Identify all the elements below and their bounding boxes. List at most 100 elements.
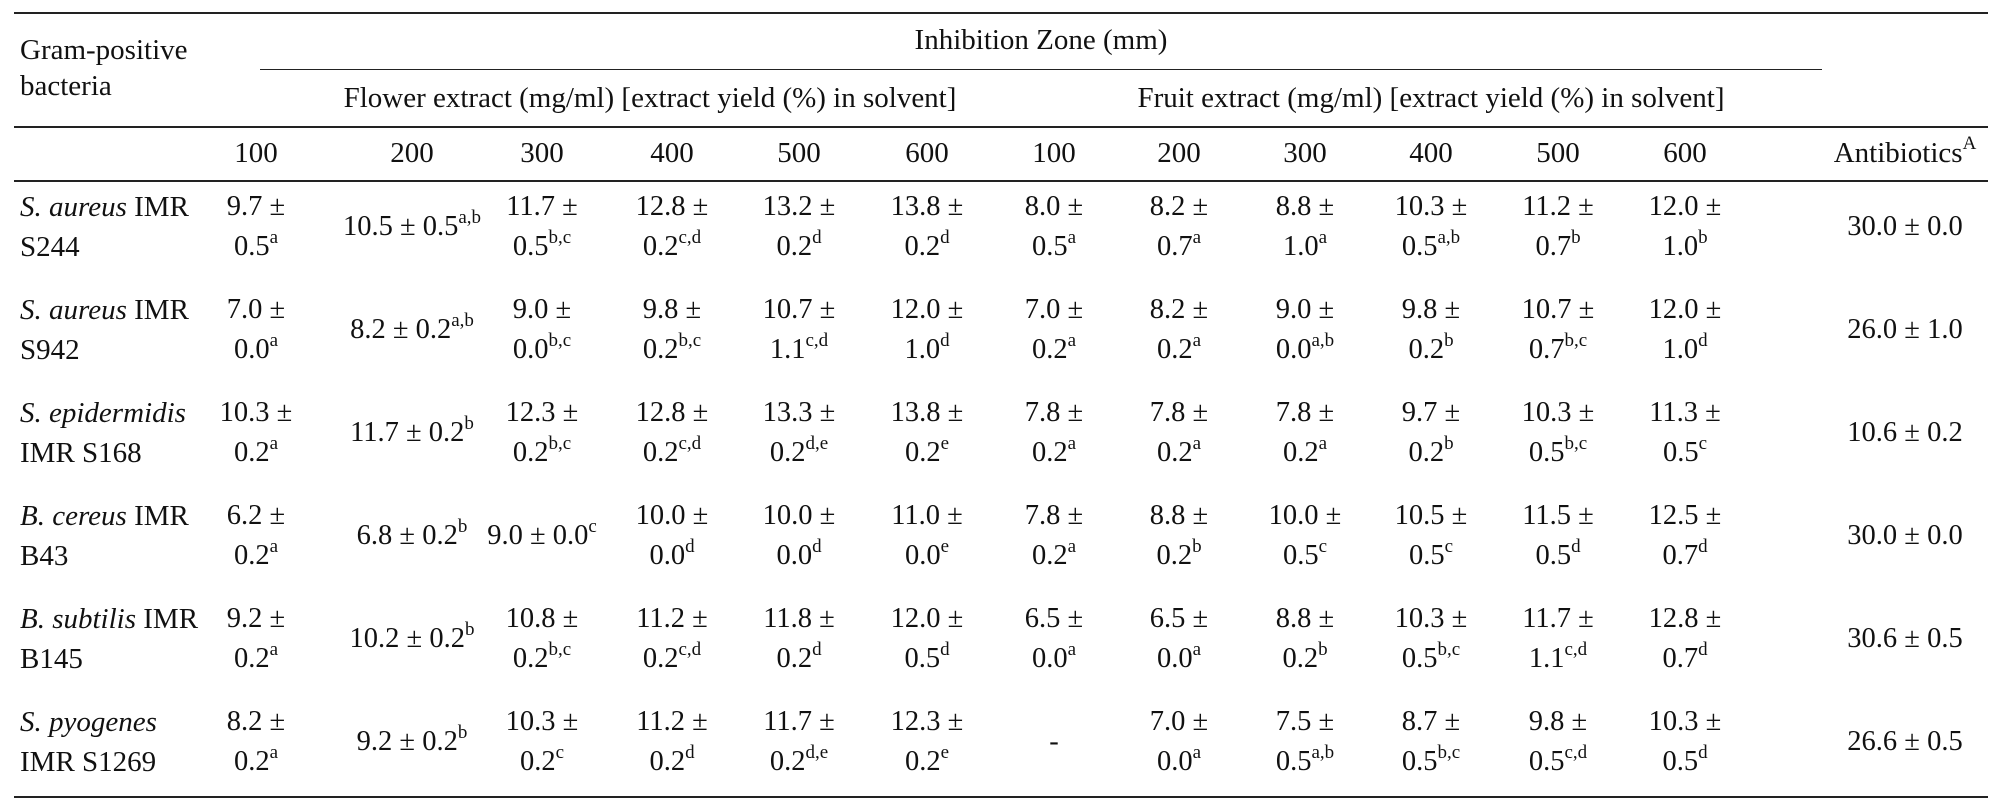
table-cell: 8.8 ± 0.2b	[1240, 599, 1370, 679]
cell-mean: 10.3 ±	[1521, 397, 1595, 428]
significance-letter: d	[1698, 329, 1708, 351]
bottom-rule	[14, 796, 1988, 798]
cell-sd: 0.2e	[862, 742, 992, 782]
species-name: B. subtilis	[20, 603, 137, 635]
significance-letter: a	[1067, 329, 1077, 351]
group-header-rule	[260, 69, 1822, 70]
significance-letter: c	[588, 515, 597, 537]
cell-sd-value: 1.0	[1662, 334, 1699, 365]
cell-value: 11.7 ± 0.2	[350, 417, 465, 448]
table-cell: 10.0 ± 0.5c	[1240, 496, 1370, 576]
cell-value: 8.2 ± 0.2	[350, 314, 452, 345]
cell-mean: 13.8 ±	[890, 397, 964, 428]
significance-letter: d	[812, 226, 822, 248]
cell-mean: 10.3 ±	[505, 706, 579, 737]
table-cell: 11.2 ± 0.2d	[607, 702, 737, 782]
concentration-header-flower-300: 300	[520, 137, 564, 169]
significance-letter: b	[464, 618, 475, 640]
significance-letter: d	[685, 535, 695, 557]
cell-mean: 11.7 ±	[506, 191, 578, 222]
table-cell: 12.8 ± 0.2c,d	[607, 393, 737, 473]
cell-mean: 10.3 ±	[1394, 191, 1468, 222]
cell-sd-value: 0.0	[1156, 746, 1193, 777]
significance-letter: d	[685, 741, 695, 763]
cell-mean: 9.7 ±	[226, 191, 286, 222]
significance-letter: d,e	[805, 741, 829, 763]
significance-letter: b	[1318, 638, 1328, 660]
cell-mean: 10.5 ±	[1394, 500, 1468, 531]
cell-sd: 1.0d	[862, 330, 992, 370]
cell-sd: 0.0a	[191, 330, 321, 370]
antibiotics-label: Antibiotics	[1833, 137, 1963, 169]
table-cell: 7.8 ± 0.2a	[989, 496, 1119, 576]
row-label-strain: S244	[20, 231, 80, 263]
cell-mean: 9.8 ±	[1401, 294, 1461, 325]
cell-sd-value: 0.2	[776, 231, 813, 262]
top-rule	[14, 12, 1988, 14]
significance-letter: d	[1571, 535, 1581, 557]
cell-sd-value: 0.7	[1528, 334, 1565, 365]
row-label-strain: IMR S1269	[20, 746, 157, 778]
cell-value: 9.0 ± 0.0	[487, 520, 589, 551]
cell-mean: 9.0 ±	[1275, 294, 1335, 325]
cell-sd: 0.2a	[1240, 433, 1370, 473]
significance-letter: a	[1192, 741, 1202, 763]
antibiotics-footnote-mark: A	[1962, 133, 1977, 155]
cell-sd-value: 0.7	[1156, 231, 1193, 262]
cell-sd-value: 0.0	[904, 540, 941, 571]
table-cell: 10.0 ± 0.0d	[607, 496, 737, 576]
cell-mean: 11.5 ±	[1522, 500, 1594, 531]
significance-letter: c,d	[1564, 638, 1588, 660]
cell-mean: 9.7 ±	[1401, 397, 1461, 428]
significance-letter: c,d	[678, 226, 702, 248]
cell-sd: 0.5c	[1240, 536, 1370, 576]
strain-prefix: IMR	[126, 191, 189, 223]
cell-sd: 0.0a	[1114, 742, 1244, 782]
concentration-header-flower-500: 500	[777, 137, 821, 169]
significance-letter: a	[269, 329, 279, 351]
cell-value: 6.8 ± 0.2	[356, 520, 458, 551]
cell-sd-value: 0.2	[1282, 437, 1319, 468]
cell-sd: 0.5a,b	[1240, 742, 1370, 782]
significance-letter: a	[1192, 329, 1202, 351]
cell-sd-value: 0.2	[642, 334, 679, 365]
cell-mean: 9.0 ±	[512, 294, 572, 325]
table-cell: 6.5 ± 0.0a	[989, 599, 1119, 679]
concentration-header-fruit-400: 400	[1409, 137, 1453, 169]
cell-sd-value: 0.5	[1528, 437, 1565, 468]
table-cell: 9.8 ± 0.2b	[1366, 290, 1496, 370]
cell-sd: 0.7b,c	[1493, 330, 1623, 370]
cell-mean: 7.8 ±	[1024, 397, 1084, 428]
concentration-header-fruit-200: 200	[1157, 137, 1201, 169]
cell-sd: 0.5c	[1366, 536, 1496, 576]
table-cell: 8.2 ± 0.2a	[1114, 290, 1244, 370]
table-cell: 7.5 ± 0.5a,b	[1240, 702, 1370, 782]
cell-sd-value: 1.0	[904, 334, 941, 365]
cell-mean: 12.0 ±	[890, 603, 964, 634]
significance-letter: b,c	[548, 638, 572, 660]
cell-mean: 12.5 ±	[1648, 500, 1722, 531]
cell-sd-value: 0.2	[904, 746, 941, 777]
cell-sd: 0.2a	[191, 639, 321, 679]
concentration-header-fruit-300: 300	[1283, 137, 1327, 169]
cell-mean: 7.0 ±	[226, 294, 286, 325]
cell-sd-value: 0.2	[512, 643, 549, 674]
significance-letter: b	[457, 515, 468, 537]
table-cell: 11.7 ± 0.2d,e	[734, 702, 864, 782]
cell-sd-value: 0.2	[904, 437, 941, 468]
cell-sd-value: 0.2	[769, 746, 806, 777]
table-cell: 7.8 ± 0.2a	[989, 393, 1119, 473]
antibiotics-header: AntibioticsA	[1822, 133, 1988, 173]
cell-sd-value: 0.2	[233, 746, 270, 777]
antibiotic-cell: 26.0 ± 1.0	[1847, 314, 1963, 345]
cell-sd-value: 0.2	[904, 231, 941, 262]
cell-value: -	[1049, 726, 1059, 757]
table-cell: 7.8 ± 0.2a	[1240, 393, 1370, 473]
cell-mean: 8.2 ±	[226, 706, 286, 737]
cell-sd: 0.2d,e	[734, 742, 864, 782]
table-cell: 12.0 ± 1.0d	[862, 290, 992, 370]
cell-sd-value: 0.5	[1528, 746, 1565, 777]
cell-mean: 11.8 ±	[763, 603, 835, 634]
cell-sd: 0.2e	[862, 433, 992, 473]
significance-letter: c,d	[805, 329, 829, 351]
